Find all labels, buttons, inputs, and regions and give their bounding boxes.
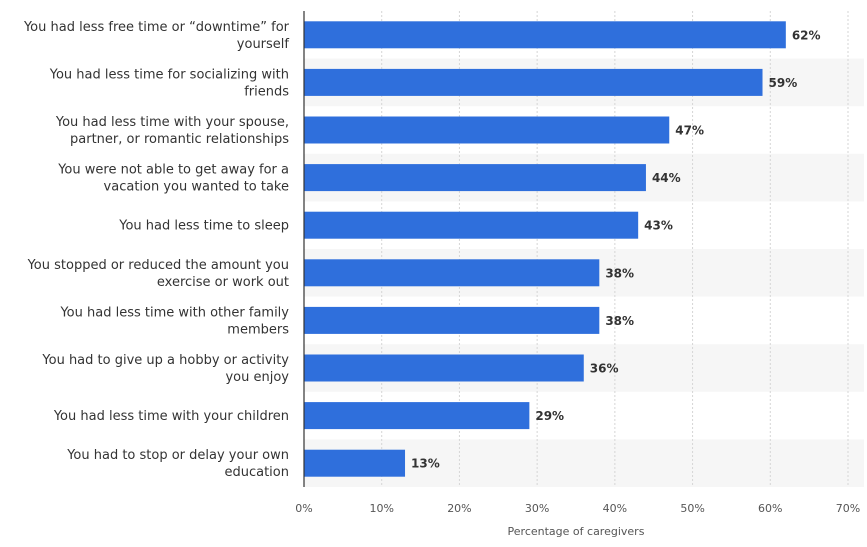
x-tick-label: 30% bbox=[525, 502, 549, 515]
x-axis-ticks: 0% 10% 20% 30% 40% 50% 60% 70% bbox=[295, 502, 860, 515]
bar bbox=[304, 449, 406, 477]
category-label: You had less free time or “downtime” for bbox=[23, 20, 290, 35]
data-labels: 62% 59% 47% 44% 43% 38% 38% 36% 29% 13% bbox=[411, 28, 821, 470]
x-tick-label: 60% bbox=[758, 502, 782, 515]
category-label: You had less time with your spouse, bbox=[55, 115, 289, 130]
category-label: You had to stop or delay your own bbox=[66, 448, 289, 463]
bars bbox=[304, 21, 786, 477]
category-label: vacation you wanted to take bbox=[104, 180, 289, 195]
data-label: 36% bbox=[590, 362, 619, 376]
category-label: You were not able to get away for a bbox=[57, 163, 289, 178]
bar bbox=[304, 116, 670, 144]
data-label: 44% bbox=[652, 171, 681, 185]
data-label: 29% bbox=[535, 409, 564, 423]
category-label: members bbox=[227, 322, 289, 337]
x-tick-label: 0% bbox=[295, 502, 312, 515]
category-label: yourself bbox=[237, 37, 290, 52]
category-label: You stopped or reduced the amount you bbox=[27, 258, 289, 273]
category-label: You had less time to sleep bbox=[118, 219, 289, 234]
category-labels: You had less free time or “downtime” for… bbox=[23, 20, 290, 480]
data-label: 47% bbox=[675, 124, 704, 138]
x-tick-label: 70% bbox=[836, 502, 860, 515]
bar bbox=[304, 164, 646, 192]
bar bbox=[304, 354, 584, 382]
category-label: you enjoy bbox=[225, 370, 289, 385]
x-tick-label: 20% bbox=[447, 502, 471, 515]
category-label: partner, or romantic relationships bbox=[70, 132, 289, 147]
bar bbox=[304, 21, 786, 49]
data-label: 38% bbox=[605, 314, 634, 328]
data-label: 38% bbox=[605, 266, 634, 280]
bar bbox=[304, 68, 763, 96]
data-label: 59% bbox=[769, 76, 798, 90]
category-label: You had less time with other family bbox=[59, 305, 289, 320]
category-label: friends bbox=[244, 84, 289, 99]
bar bbox=[304, 402, 530, 430]
x-tick-label: 40% bbox=[603, 502, 627, 515]
bar bbox=[304, 259, 600, 287]
data-label: 43% bbox=[644, 219, 673, 233]
category-label: You had less time for socializing with bbox=[49, 67, 289, 82]
bar bbox=[304, 211, 639, 239]
data-label: 13% bbox=[411, 457, 440, 471]
x-tick-label: 10% bbox=[369, 502, 393, 515]
x-axis-title: Percentage of caregivers bbox=[508, 525, 645, 538]
data-label: 62% bbox=[792, 28, 821, 42]
category-label: You had less time with your children bbox=[53, 409, 289, 424]
x-tick-label: 50% bbox=[680, 502, 704, 515]
category-label: You had to give up a hobby or activity bbox=[41, 353, 289, 368]
category-label: exercise or work out bbox=[157, 275, 289, 290]
bar bbox=[304, 306, 600, 334]
category-label: education bbox=[224, 465, 289, 480]
